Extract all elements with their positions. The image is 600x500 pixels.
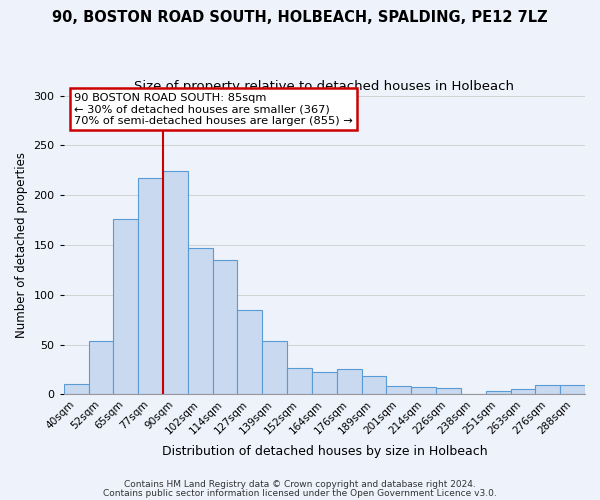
X-axis label: Distribution of detached houses by size in Holbeach: Distribution of detached houses by size … (161, 444, 487, 458)
Text: 90, BOSTON ROAD SOUTH, HOLBEACH, SPALDING, PE12 7LZ: 90, BOSTON ROAD SOUTH, HOLBEACH, SPALDIN… (52, 10, 548, 25)
Bar (312, 372, 337, 394)
Bar (89, 340, 113, 394)
Bar (113, 219, 138, 394)
Bar (163, 172, 188, 394)
Bar (362, 376, 386, 394)
Bar (436, 388, 461, 394)
Title: Size of property relative to detached houses in Holbeach: Size of property relative to detached ho… (134, 80, 514, 93)
Text: Contains HM Land Registry data © Crown copyright and database right 2024.: Contains HM Land Registry data © Crown c… (124, 480, 476, 489)
Text: 90 BOSTON ROAD SOUTH: 85sqm
← 30% of detached houses are smaller (367)
70% of se: 90 BOSTON ROAD SOUTH: 85sqm ← 30% of det… (74, 92, 353, 126)
Bar (212, 260, 238, 394)
Text: Contains public sector information licensed under the Open Government Licence v3: Contains public sector information licen… (103, 488, 497, 498)
Bar (535, 386, 560, 394)
Bar (560, 386, 585, 394)
Bar (262, 340, 287, 394)
Bar (64, 384, 89, 394)
Bar (486, 392, 511, 394)
Bar (337, 368, 362, 394)
Bar (287, 368, 312, 394)
Bar (138, 178, 163, 394)
Y-axis label: Number of detached properties: Number of detached properties (15, 152, 28, 338)
Bar (188, 248, 212, 394)
Bar (411, 388, 436, 394)
Bar (511, 390, 535, 394)
Bar (386, 386, 411, 394)
Bar (238, 310, 262, 394)
